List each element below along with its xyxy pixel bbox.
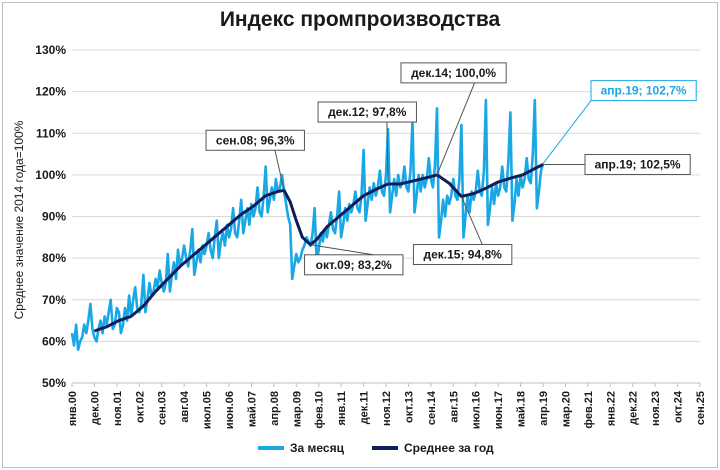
legend-swatch-average (372, 446, 398, 450)
annotation-box (304, 254, 404, 276)
x-tick-label: сен.03 (157, 391, 169, 425)
annotation-label: апр.19; 102,7% (601, 84, 687, 98)
x-tick-label: дек.11 (359, 391, 371, 424)
annotation-box (590, 80, 697, 102)
annotation-leader (542, 100, 592, 164)
legend-label-average: Среднее за год (404, 441, 494, 455)
y-tick-label: 110% (36, 126, 66, 140)
x-tick-label: апр.08 (269, 391, 281, 426)
chart-title: Индекс промпроизводства (219, 8, 501, 31)
x-tick-label: фев.10 (314, 391, 326, 429)
annotation-label: дек.14; 100,0% (411, 66, 496, 80)
x-tick-label: янв.00 (67, 391, 79, 426)
x-tick-label: сен.25 (695, 391, 707, 425)
x-tick-label: июл.05 (202, 391, 214, 429)
x-tick-label: ноя.23 (650, 391, 662, 426)
x-tick-label: дек.22 (628, 391, 640, 425)
x-tick-label: ноя.12 (381, 391, 393, 426)
x-tick-label: сен.14 (426, 390, 438, 425)
x-tick-label: дек.00 (89, 391, 101, 425)
annotation-box (584, 153, 691, 175)
legend-item-monthly: За месяц (258, 441, 344, 455)
y-tick-label: 50% (42, 376, 66, 390)
annotation-label: дек.12; 97,8% (328, 105, 407, 119)
annotation-box (205, 129, 305, 151)
x-tick-label: май.18 (516, 391, 528, 427)
legend-item-average: Среднее за год (372, 441, 494, 455)
x-tick-label: окт.24 (673, 390, 685, 423)
x-tick-label: июл.16 (471, 391, 483, 429)
y-tick-label: 120% (35, 85, 66, 99)
annotation-label: дек.15; 94,8% (423, 248, 502, 262)
x-tick-label: апр.19 (538, 391, 550, 426)
annotation-label: апр.19; 102,5% (595, 157, 681, 171)
annotation-box (317, 101, 417, 123)
y-tick-label: 100% (35, 168, 66, 182)
annotation-box (400, 62, 507, 84)
annotation-leader (436, 82, 476, 176)
legend-label-monthly: За месяц (290, 441, 344, 455)
x-tick-label: мар.20 (560, 391, 572, 427)
annotation-leader (386, 122, 389, 185)
annotation-label: сен.08; 96,3% (216, 133, 295, 147)
annotation-label: окт.09; 83,2% (316, 258, 393, 272)
y-tick-label: 70% (42, 293, 66, 307)
x-tick-label: авг.15 (448, 391, 460, 423)
x-tick-label: май.07 (246, 391, 258, 427)
legend-swatch-monthly (258, 446, 284, 450)
y-tick-label: 80% (42, 251, 66, 265)
annotation-box (412, 244, 513, 266)
x-tick-label: ноя.01 (112, 391, 124, 426)
y-tick-label: 60% (42, 334, 66, 348)
x-tick-label: мар.09 (291, 391, 303, 427)
x-tick-label: окт.02 (134, 391, 146, 423)
x-tick-label: июн.17 (493, 391, 505, 429)
x-tick-label: авг.04 (179, 390, 191, 423)
x-tick-label: июн.06 (224, 391, 236, 429)
annotation-leader (274, 150, 285, 191)
x-tick-label: окт.13 (403, 391, 415, 423)
x-tick-label: янв.11 (336, 391, 348, 426)
annotation-leader (460, 196, 483, 245)
annotation-leader (310, 244, 374, 256)
x-tick-label: фев.21 (583, 391, 595, 429)
y-tick-label: 90% (42, 210, 66, 224)
series-line-monthly (70, 98, 545, 352)
y-tick-label: 130% (35, 43, 66, 57)
x-tick-label: янв.22 (605, 391, 617, 426)
